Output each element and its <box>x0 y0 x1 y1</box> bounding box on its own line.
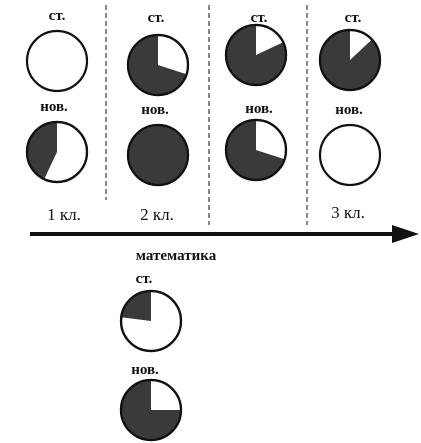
pie-math-old-shaded-sector <box>121 291 151 321</box>
label-grade-1: 1 кл. <box>47 205 81 224</box>
label-old-4: ст. <box>345 10 362 26</box>
label-grade-2: 2 кл. <box>140 205 174 224</box>
label-new-2: нов. <box>141 102 169 118</box>
label-old-2: ст. <box>148 10 165 26</box>
label-old-math: ст. <box>136 271 153 287</box>
pie-stage4-new-outline <box>318 123 382 187</box>
pie-math-new-rim <box>119 378 183 442</box>
label-new-4: нов. <box>335 102 363 118</box>
pie-stage4-old-rim <box>318 28 382 92</box>
label-old-1: ст. <box>49 8 66 24</box>
pie-stage2-new-rim <box>126 123 190 187</box>
label-old-3: ст. <box>251 10 268 26</box>
pie-stage3-new <box>224 118 288 182</box>
pie-stage4-new <box>318 123 382 187</box>
pie-math-old <box>119 289 183 353</box>
label-new-1: нов. <box>40 99 68 115</box>
timeline-arrow-head <box>392 225 419 243</box>
pie-stage2-new <box>126 123 190 187</box>
pie-stage2-old-rim <box>126 33 190 97</box>
pie-stage1-old <box>25 29 89 93</box>
pie-math-new <box>119 378 183 442</box>
label-new-math: нов. <box>131 362 159 378</box>
pie-stage3-new-rim <box>224 118 288 182</box>
pie-stage2-new-shaded-sector <box>128 125 188 185</box>
label-new-3: нов. <box>245 101 273 117</box>
pie-stage2-old <box>126 33 190 97</box>
pie-math-old-rim <box>119 289 183 353</box>
pie-stage3-old-rim <box>224 23 288 87</box>
pie-stage1-new <box>25 120 89 184</box>
pie-stage1-old-outline <box>25 29 89 93</box>
pie-math-new-shaded-sector <box>121 380 181 440</box>
pie-stage2-old-shaded-sector <box>128 35 187 95</box>
pie-stage3-old <box>224 23 288 87</box>
pie-stage3-old-shaded-sector <box>226 25 286 85</box>
pie-stage3-new-shaded-sector <box>226 120 285 180</box>
pie-stage4-old <box>318 28 382 92</box>
pie-stage4-old-shaded-sector <box>319 30 380 90</box>
label-subject: математика <box>136 248 217 264</box>
pie-stage1-new-shaded-sector <box>27 122 57 180</box>
label-grade-3: 3 кл. <box>331 203 365 222</box>
pie-stage1-new-rim <box>25 120 89 184</box>
